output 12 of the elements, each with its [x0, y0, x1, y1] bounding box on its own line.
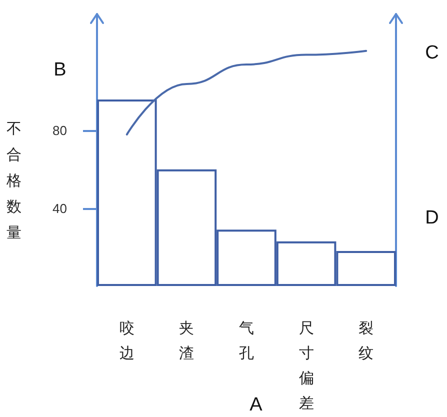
y-tick-label: 80 — [52, 123, 67, 138]
x-tick-label: 裂纹 — [358, 320, 374, 362]
x-tick-label: 夹渣 — [179, 320, 194, 362]
x-tick-label: 尺寸偏差 — [298, 320, 314, 412]
text: A — [250, 394, 263, 416]
x-tick-label: 气孔 — [239, 320, 254, 362]
y-axis-title: 不合格数量 — [6, 120, 22, 242]
text: B — [54, 60, 66, 80]
y-tick-label: 40 — [52, 200, 67, 216]
x-tick-label: 咬边 — [119, 320, 134, 362]
text: D — [425, 208, 439, 228]
text: C — [425, 42, 439, 64]
